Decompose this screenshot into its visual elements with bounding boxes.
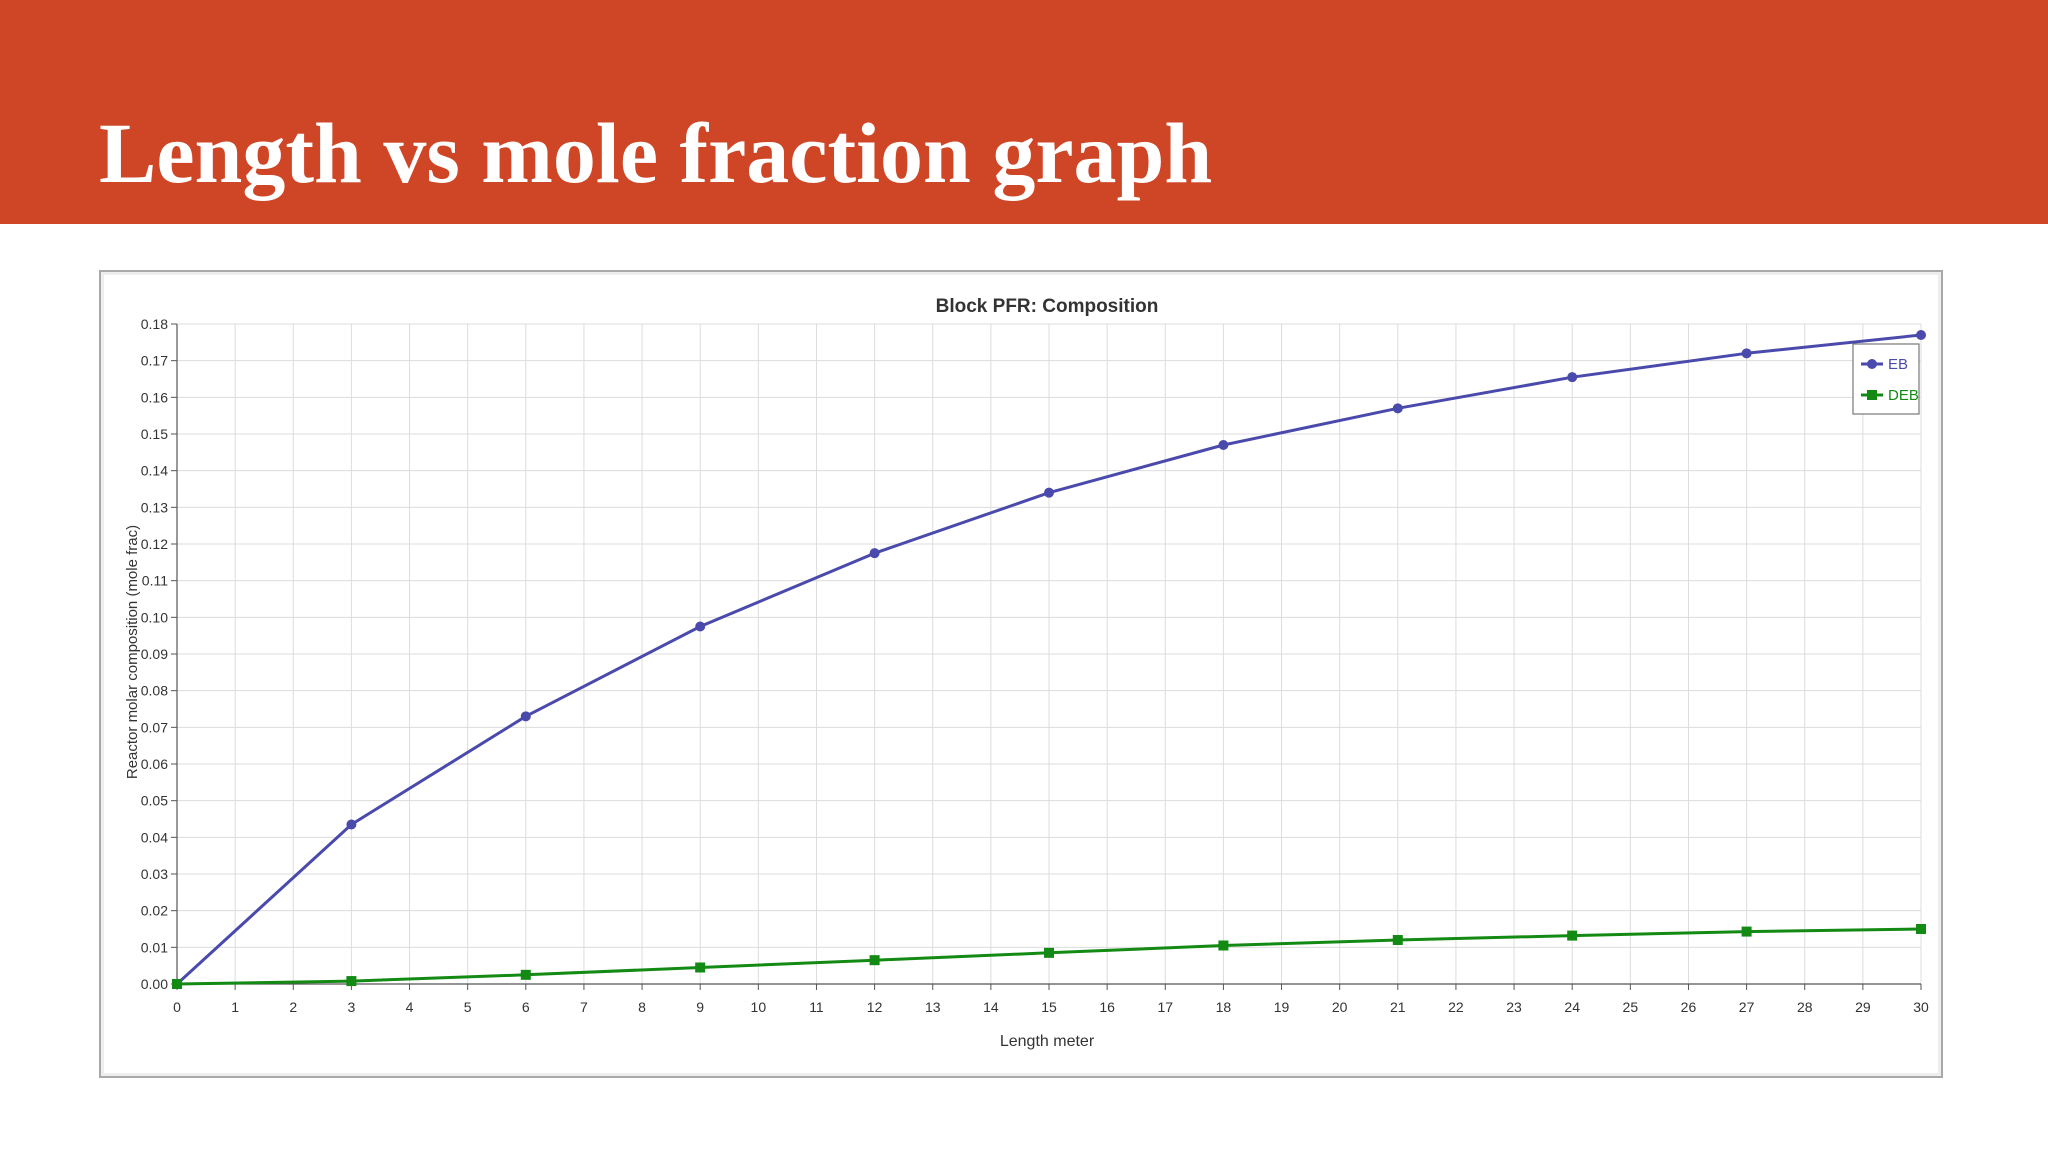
slide-title: Length vs mole fraction graph — [99, 105, 1213, 201]
data-point-deb — [172, 979, 182, 989]
x-tick-label: 20 — [1332, 999, 1348, 1015]
chart-frame: 0 1 2 3 4 5 6 7 8 9 10 11 12 13 14 15 16 17 18 19 20 21 22 23 24… — [99, 270, 1943, 1078]
y-tick-label: 0.12 — [141, 536, 168, 552]
x-tick-label: 15 — [1041, 999, 1057, 1015]
data-point-eb — [520, 711, 531, 722]
legend-label-eb: EB — [1888, 356, 1908, 373]
y-tick-label: 0.18 — [141, 316, 168, 332]
data-point-deb — [869, 955, 880, 966]
chart-series — [172, 330, 1926, 989]
x-tick-label: 18 — [1216, 999, 1232, 1015]
data-point-eb — [1218, 440, 1229, 450]
y-tick-label: 0.11 — [142, 573, 168, 589]
x-tick-label: 29 — [1855, 999, 1871, 1015]
x-tick-label: 12 — [867, 999, 883, 1015]
y-tick-label: 0.15 — [141, 426, 168, 442]
data-point-deb — [695, 962, 706, 973]
y-tick-label: 0.14 — [141, 463, 168, 479]
line-chart: 0 1 2 3 4 5 6 7 8 9 10 11 12 13 14 15 16 17 18 19 20 21 22 23 24… — [124, 296, 1929, 1050]
data-point-eb — [1392, 403, 1403, 414]
x-tick-label: 4 — [406, 999, 414, 1015]
y-tick-label: 0.02 — [141, 903, 168, 919]
y-tick-label: 0.06 — [141, 756, 168, 772]
data-point-eb — [1741, 348, 1752, 359]
y-tick-label: 0.05 — [141, 793, 168, 809]
x-tick-label: 3 — [348, 999, 356, 1015]
x-tick-label: 28 — [1797, 999, 1813, 1015]
x-tick-label: 5 — [464, 999, 472, 1015]
x-tick-label: 7 — [580, 999, 588, 1015]
title-banner — [0, 0, 2048, 224]
x-tick-label: 22 — [1448, 999, 1464, 1015]
x-tick-label: 21 — [1390, 999, 1406, 1015]
legend-marker-eb — [1867, 359, 1877, 369]
x-tick-label: 11 — [809, 999, 824, 1015]
y-tick-label: 0.13 — [141, 499, 168, 515]
x-axis-label: Length meter — [1000, 1033, 1095, 1050]
x-tick-label: 17 — [1157, 999, 1173, 1015]
data-point-deb — [1916, 924, 1926, 934]
y-tick-label: 0.17 — [141, 353, 168, 369]
legend-box — [1852, 343, 1920, 415]
x-tick-label: 2 — [289, 999, 297, 1015]
data-point-deb — [1392, 935, 1403, 945]
x-tick-label: 27 — [1739, 999, 1755, 1015]
x-tick-label: 6 — [522, 999, 530, 1015]
x-tick-label: 30 — [1913, 999, 1929, 1015]
data-point-eb — [1044, 487, 1054, 498]
y-axis-label: Reactor molar composition (mole frac) — [124, 525, 141, 779]
data-point-deb — [520, 969, 531, 980]
x-tick-label: 8 — [638, 999, 646, 1015]
x-tick-label: 16 — [1099, 999, 1115, 1015]
x-tick-label: 0 — [173, 999, 181, 1015]
data-point-deb — [1044, 947, 1054, 958]
data-point-deb — [1741, 926, 1752, 937]
legend-marker-deb — [1867, 390, 1877, 400]
y-tick-label: 0.09 — [141, 646, 168, 662]
chart-axes: 0 1 2 3 4 5 6 7 8 9 10 11 12 13 14 15 16 17 18 19 20 21 22 23 24… — [141, 316, 1929, 1015]
x-tick-label: 14 — [983, 999, 999, 1015]
data-point-deb — [1567, 930, 1578, 941]
chart-legend: EB DEB — [1852, 343, 1920, 415]
data-point-eb — [695, 621, 706, 632]
y-tick-label: 0.00 — [141, 976, 168, 992]
y-tick-label: 0.16 — [141, 389, 168, 405]
x-tick-label: 23 — [1506, 999, 1522, 1015]
x-tick-label: 24 — [1564, 999, 1580, 1015]
data-point-deb — [346, 976, 357, 987]
x-tick-label: 9 — [696, 999, 704, 1015]
y-tick-label: 0.03 — [141, 866, 168, 882]
data-point-deb — [1218, 940, 1229, 951]
chart-grid — [176, 323, 1922, 985]
x-tick-label: 13 — [925, 999, 941, 1015]
y-tick-label: 0.07 — [141, 719, 168, 735]
y-tick-label: 0.10 — [141, 609, 168, 625]
data-point-eb — [346, 819, 357, 830]
x-tick-label: 1 — [231, 999, 239, 1015]
legend-label-deb: DEB — [1888, 387, 1919, 404]
y-tick-label: 0.04 — [141, 829, 168, 845]
chart-title: Block PFR: Composition — [936, 296, 1159, 317]
data-point-eb — [869, 548, 880, 559]
x-tick-label: 19 — [1274, 999, 1290, 1015]
x-tick-label: 26 — [1681, 999, 1697, 1015]
y-tick-label: 0.01 — [141, 939, 168, 955]
x-tick-label: 25 — [1623, 999, 1639, 1015]
data-point-eb — [1567, 372, 1578, 383]
data-point-eb — [1916, 330, 1926, 340]
y-tick-label: 0.08 — [141, 683, 168, 699]
x-tick-label: 10 — [751, 999, 767, 1015]
